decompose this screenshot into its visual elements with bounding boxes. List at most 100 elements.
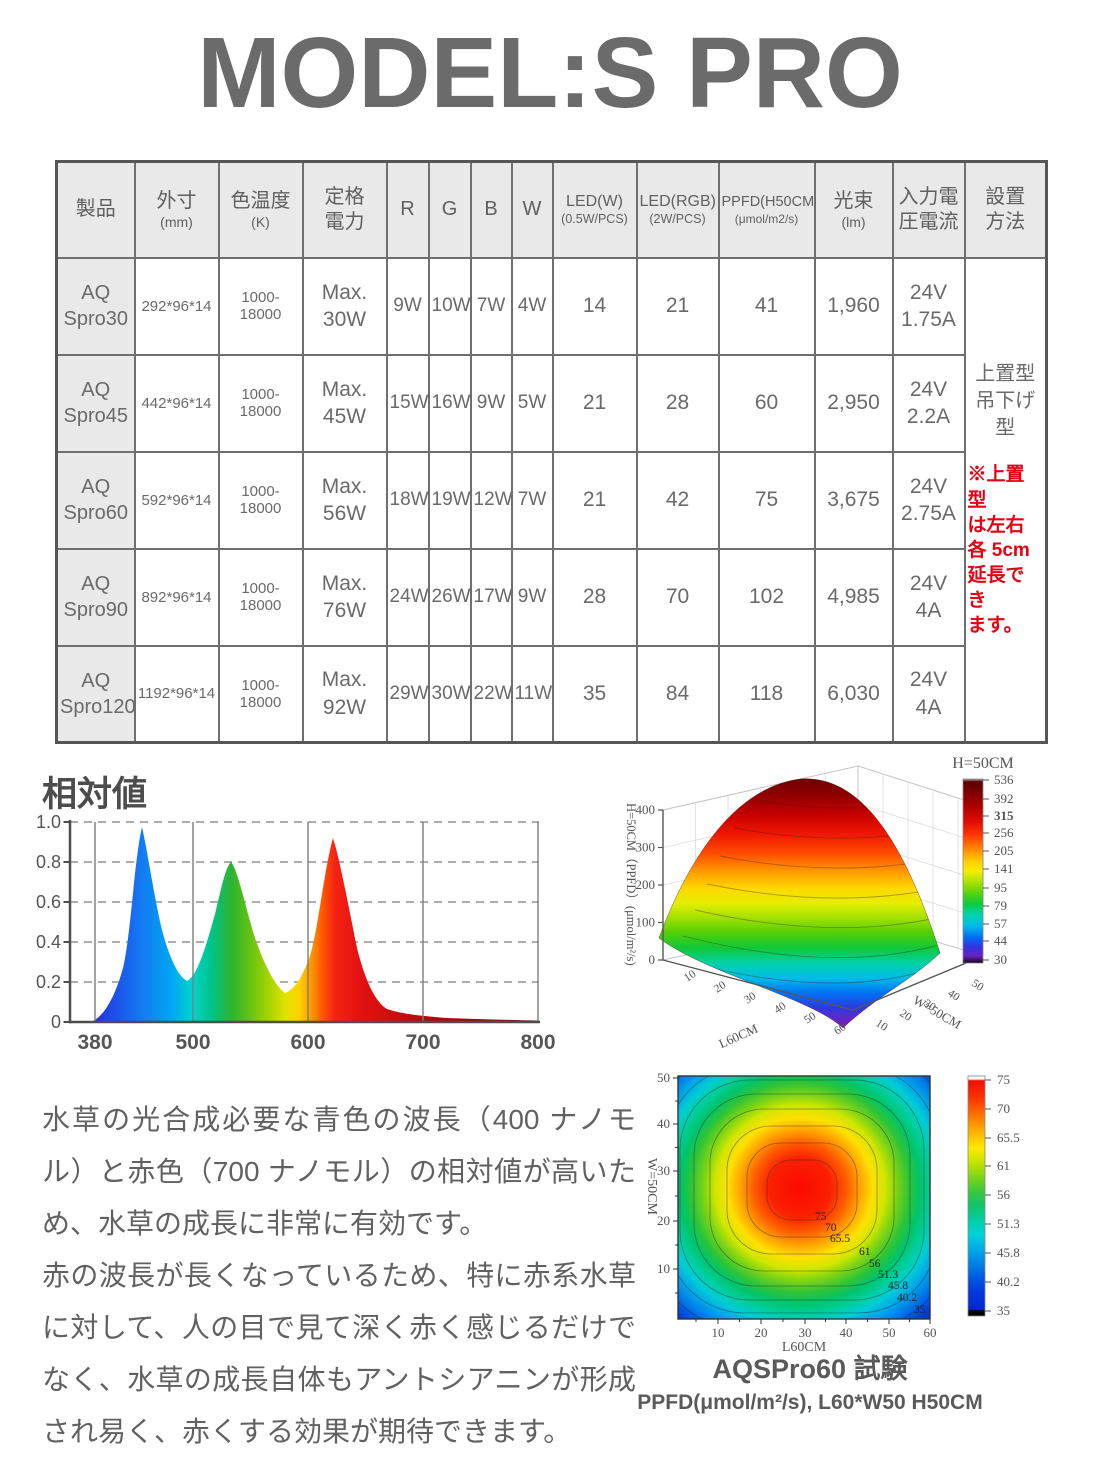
tick-label: 205	[994, 843, 1014, 858]
cell-ppfd: 102	[717, 547, 816, 647]
tick-label: 315	[994, 808, 1014, 823]
contour-label: 61	[859, 1246, 871, 1258]
tick-label: 0.8	[36, 852, 61, 872]
cell-g: 16W	[427, 353, 472, 453]
tick-label: 0	[649, 952, 656, 967]
table-row-spro60: AQ Spro60 592*96*14 1000-18000 Max. 56W …	[55, 450, 1047, 550]
cell-product: AQ Spro60	[55, 450, 136, 550]
cell-b: 7W	[469, 256, 513, 356]
tick-label: 65.5	[997, 1130, 1020, 1145]
cell-input: 24V 1.75A	[891, 256, 966, 356]
tick-label: 500	[175, 1031, 210, 1054]
tick-label: 10	[873, 1017, 889, 1033]
colorbar-3d-labels: 536 392 315 256 205 141 95 79 57 44 30	[994, 772, 1014, 967]
tick-label: 700	[405, 1031, 440, 1054]
cell-rated-power: Max. 92W	[301, 644, 388, 744]
z-axis-title: H=50CM（PPFD）(μmol/m²/s)	[624, 803, 638, 966]
tick-label: 50	[802, 1010, 818, 1026]
cell-input: 24V 4A	[891, 644, 966, 744]
contour-label: 35	[914, 1304, 926, 1316]
col-header-rated-power: 定格 電力	[301, 160, 388, 259]
tick-label: 60	[924, 1325, 937, 1340]
cell-r: 15W	[385, 353, 430, 453]
heatmap-caption-subtitle: PPFD(μmol/m²/s), L60*W50 H50CM	[637, 1391, 983, 1414]
cell-product: AQ Spro45	[55, 353, 136, 453]
tick-label: 100	[636, 915, 656, 930]
tick-label: 44	[994, 933, 1008, 948]
cell-flux: 2,950	[813, 353, 894, 453]
cell-g: 19W	[427, 450, 472, 550]
col-header-w: W	[510, 160, 554, 259]
cell-product: AQ Spro90	[55, 547, 136, 647]
cell-flux: 3,675	[813, 450, 894, 550]
cell-size: 292*96*14	[133, 256, 220, 356]
heatmap-contour-labels: 75 70 65.5 61 56 51.3 45.8 40.2 35	[815, 1211, 926, 1316]
tick-label: 10	[682, 968, 698, 984]
cell-color-temp: 1000-18000	[217, 644, 304, 744]
tick-label: 40.2	[997, 1274, 1020, 1289]
ppfd-3d-surface-chart: 0 100 200 300 400 H=50CM（PPFD）(μmol/m²/s…	[624, 755, 1014, 1051]
heatmap-y-axis-title: W=50CM	[644, 1158, 659, 1215]
tick-label: 392	[994, 791, 1014, 806]
cell-led-w: 21	[551, 450, 638, 550]
heatmap-colorbar-ticks	[985, 1079, 991, 1312]
contour-label: 65.5	[830, 1233, 850, 1245]
tick-label: 20	[657, 1213, 670, 1228]
spectrum-area	[91, 827, 538, 1022]
cell-size: 892*96*14	[133, 547, 220, 647]
cell-input: 24V 4A	[891, 547, 966, 647]
heatmap-frame	[677, 1075, 931, 1320]
cell-r: 29W	[385, 644, 430, 744]
cell-flux: 4,985	[813, 547, 894, 647]
heatmap-caption: AQSPro60 試験 PPFD(μmol/m²/s), L60*W50 H50…	[600, 1354, 1020, 1415]
tick-label: 10	[712, 1325, 725, 1340]
tick-label: 20	[712, 979, 728, 995]
z-axis-tick-marks	[658, 809, 663, 961]
tick-label: 380	[77, 1031, 112, 1054]
contour-label: 56	[869, 1258, 881, 1270]
cell-flux: 6,030	[813, 644, 894, 744]
cell-rated-power: Max. 30W	[301, 256, 388, 356]
col-header-color-temp: 色温度 (K)	[217, 160, 304, 259]
cell-w: 4W	[510, 256, 554, 356]
cell-led-w: 21	[551, 353, 638, 453]
cell-w: 9W	[510, 547, 554, 647]
cell-b: 9W	[469, 353, 513, 453]
relative-value-heading: 相対値	[42, 775, 148, 814]
cell-ppfd: 60	[717, 353, 816, 453]
cell-r: 9W	[385, 256, 430, 356]
spec-table: 製品 外寸 (mm) 色温度 (K) 定格 電力 R G B W LED(W) (0.…	[55, 160, 1048, 744]
cell-color-temp: 1000-18000	[217, 547, 304, 647]
tick-label: 79	[994, 898, 1007, 913]
tick-label: 30	[742, 990, 758, 1006]
heatmap-contour-rings	[678, 1076, 930, 1319]
tick-label: 95	[994, 880, 1007, 895]
tick-label: 0	[51, 1012, 61, 1032]
table-row-spro45: AQ Spro45 442*96*14 1000-18000 Max. 45W …	[55, 353, 1047, 453]
page-title: MODEL:S PRO	[197, 17, 903, 129]
heatmap-x-axis-title: L60CM	[782, 1340, 827, 1355]
contour-label: 45.8	[888, 1280, 908, 1292]
colorbar-3d-ticks	[983, 779, 989, 961]
cell-r: 18W	[385, 450, 430, 550]
cell-led-rgb: 21	[635, 256, 720, 356]
col-header-led-w: LED(W) (0.5W/PCS)	[551, 160, 638, 259]
tick-label: 56	[997, 1187, 1011, 1202]
cell-ppfd: 75	[717, 450, 816, 550]
cell-w: 11W	[510, 644, 554, 744]
cell-g: 30W	[427, 644, 472, 744]
heatmap-x-labels: 10 20 30 40 50 60	[712, 1325, 937, 1340]
x-axis-labels: 380 500 600 700 800	[77, 1031, 555, 1054]
cell-led-w: 28	[551, 547, 638, 647]
cell-ppfd: 118	[717, 644, 816, 744]
col-header-g: G	[427, 160, 472, 259]
tick-label: 400	[636, 802, 656, 817]
col-header-install: 設置 方法	[963, 160, 1048, 259]
tick-label: 600	[290, 1031, 325, 1054]
table-row-spro120: AQ Spro120 1192*96*14 1000-18000 Max. 92…	[55, 644, 1047, 744]
col-header-size: 外寸 (mm)	[133, 160, 220, 259]
tick-label: 45.8	[997, 1245, 1020, 1260]
heatmap-y-ticks	[673, 1077, 678, 1294]
tick-label: 70	[997, 1101, 1010, 1116]
cell-install-method: 上置型 吊下げ型 ※上置型 は左右 各 5cm 延長でき ます。	[963, 256, 1048, 744]
